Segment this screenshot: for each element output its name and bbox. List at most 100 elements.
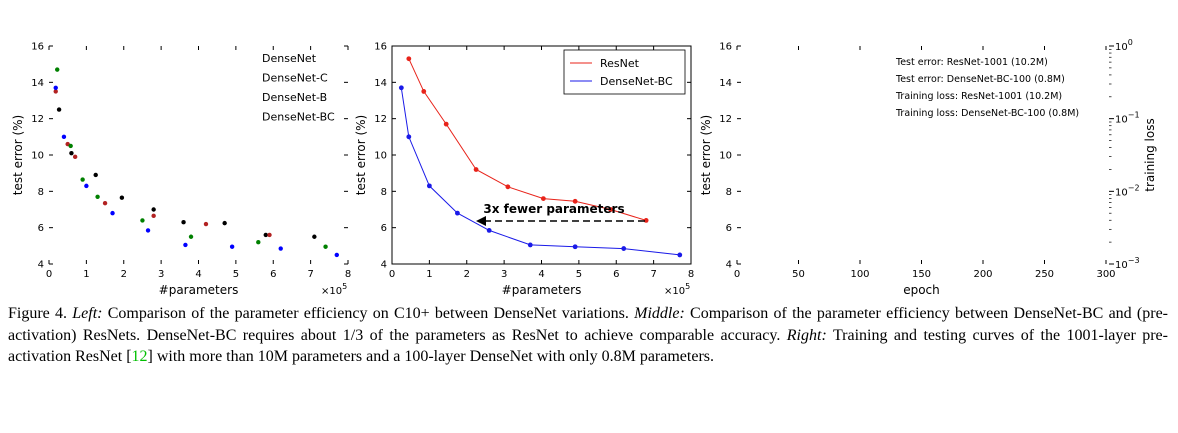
data-point — [53, 85, 58, 90]
caption-right-text-2: ] with more than 10M parameters and a 10… — [147, 348, 715, 365]
data-point — [188, 234, 194, 239]
x-tick-label: 6 — [270, 269, 276, 280]
data-point — [267, 232, 272, 238]
x-tick-label: 150 — [912, 269, 931, 280]
data-point — [55, 67, 60, 72]
caption-right-title: Right: — [786, 326, 827, 344]
x-axis-label: #parameters — [159, 283, 239, 297]
x-tick-label: 2 — [464, 269, 470, 280]
data-point — [334, 252, 339, 258]
x-axis-multiplier: ×105 — [321, 282, 347, 297]
legend-entry: Training loss: DenseNet-BC-100 (0.8M) — [895, 108, 1079, 119]
data-point — [72, 154, 78, 160]
y-tick-label: 8 — [726, 187, 732, 198]
legend-box — [563, 49, 686, 95]
data-point — [406, 134, 412, 140]
y-tick-label: 10 — [31, 151, 44, 162]
y-tick-label: 16 — [719, 42, 732, 53]
x-tick-label: 6 — [613, 269, 619, 280]
right-y-tick-exp: −2 — [1128, 183, 1140, 192]
y-tick-label: 6 — [38, 223, 44, 234]
data-point — [68, 143, 73, 149]
data-point — [69, 150, 74, 156]
data-point — [183, 242, 188, 248]
x-tick-label: 0 — [389, 269, 395, 280]
right-y-axis-label: training loss — [1143, 118, 1157, 191]
data-point — [608, 207, 614, 212]
x-axis-multiplier: ×105 — [664, 282, 690, 297]
data-point — [572, 244, 578, 250]
x-tick-label: 1 — [83, 269, 89, 280]
legend-entry: Training loss: ResNet-1001 (10.2M) — [895, 91, 1062, 102]
data-point — [95, 194, 100, 199]
caption-left-text: Comparison of the parameter efficiency o… — [107, 305, 629, 322]
data-point — [80, 177, 85, 182]
y-tick-label: 16 — [374, 42, 387, 53]
x-tick-label: 2 — [121, 269, 127, 280]
right-y-tick-exp: −3 — [1128, 256, 1140, 265]
caption-label: Figure 4. — [8, 305, 68, 322]
x-tick-label: 5 — [576, 269, 582, 280]
y-tick-label: 4 — [726, 260, 732, 271]
figure: 0 1 2 3 4 5 6 7 8 4 6 8 10 12 14 16 #parameters test erro… — [11, 38, 1157, 298]
data-point — [151, 207, 156, 212]
legend-entry: DenseNet-B — [262, 91, 327, 104]
data-point — [53, 89, 58, 94]
data-point — [93, 172, 98, 178]
citation-link[interactable]: 12 — [131, 348, 148, 365]
x-tick-label: 7 — [650, 269, 656, 280]
legend-entry: DenseNet-BC — [262, 111, 335, 124]
panel-right: 0 50 100 150 200 250 300 4 6 8 10 12 14 16 epoch test e… — [699, 38, 1157, 297]
x-tick-label: 7 — [307, 269, 313, 280]
data-point — [312, 234, 317, 239]
figure-caption: Figure 4. Left: Comparison of the parame… — [8, 303, 1168, 368]
x-tick-label: 300 — [1096, 269, 1115, 280]
y-axis-label: test error (%) — [354, 115, 368, 196]
y-tick-label: 10 — [374, 151, 387, 162]
data-point — [203, 221, 209, 227]
legend-entry: ResNet — [600, 57, 640, 70]
x-tick-label: 8 — [688, 269, 694, 280]
x-tick-label: 3 — [501, 269, 507, 280]
x-tick-label: 100 — [850, 269, 869, 280]
y-tick-label: 4 — [38, 260, 44, 271]
x-tick-label: 4 — [195, 269, 201, 280]
data-point — [426, 183, 432, 189]
data-point — [443, 121, 449, 127]
data-point — [473, 167, 479, 172]
right-y-tick-exp: 0 — [1128, 38, 1133, 47]
y-tick-label: 6 — [726, 223, 732, 234]
data-point — [505, 184, 511, 190]
data-point — [323, 244, 328, 249]
y-tick-label: 14 — [719, 78, 732, 89]
data-point — [421, 89, 427, 94]
caption-middle-text: Comparison of the parameter efficiency b… — [8, 305, 1169, 344]
caption-middle-title: Middle: — [634, 305, 685, 322]
caption-right-text-1: Training and testing curves of the 1001-… — [8, 326, 1168, 366]
data-point — [151, 213, 156, 219]
legend-entry: DenseNet-BC — [600, 75, 673, 88]
y-tick-label: 16 — [31, 42, 44, 53]
y-tick-label: 4 — [381, 260, 387, 271]
x-axis-multiplier-exp: 5 — [342, 282, 347, 291]
data-point — [256, 240, 261, 245]
legend-entry: DenseNet-C — [262, 72, 328, 85]
x-tick-label: 1 — [426, 269, 432, 280]
y-axis-label: test error (%) — [699, 115, 713, 196]
data-point — [406, 56, 412, 62]
right-y-tick-label: 100 — [1115, 38, 1133, 53]
x-axis-label: #parameters — [502, 283, 582, 297]
data-point — [140, 218, 145, 223]
data-point — [527, 242, 533, 248]
y-tick-label: 10 — [719, 151, 732, 162]
y-tick-label: 14 — [374, 78, 387, 89]
legend-entry: DenseNet — [262, 52, 317, 65]
data-point — [84, 183, 89, 189]
y-tick-label: 8 — [38, 187, 44, 198]
data-point — [278, 246, 283, 251]
data-point — [572, 198, 578, 204]
data-point — [119, 195, 125, 200]
data-point — [398, 85, 404, 91]
